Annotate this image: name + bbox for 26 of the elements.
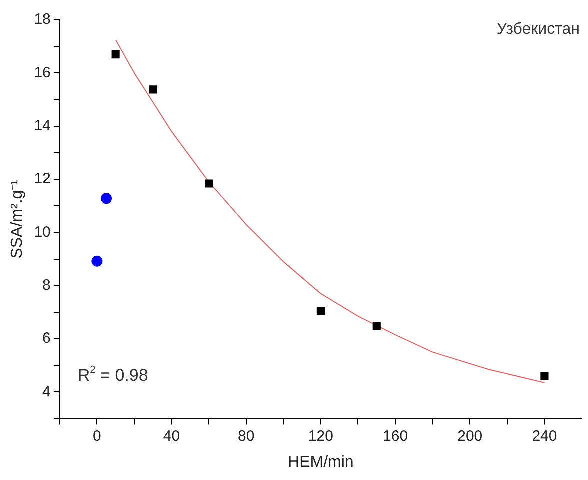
point	[205, 180, 214, 188]
y-tick-label: 18	[34, 11, 51, 28]
y-tick-label: 4	[42, 383, 51, 400]
x-tick-label: 200	[458, 428, 483, 445]
point	[316, 307, 325, 316]
y-axis-title: SSA/m².g⁻¹	[9, 180, 26, 259]
x-tick-label: 80	[238, 428, 255, 445]
x-tick-label: 160	[383, 428, 408, 445]
y-tick-label: 8	[42, 277, 51, 294]
x-tick-label: 40	[163, 428, 180, 445]
y-tick-label: 14	[34, 117, 51, 134]
y-tick-label: 10	[34, 224, 51, 241]
point	[92, 256, 103, 267]
point	[540, 372, 549, 380]
y-tick-label: 12	[34, 170, 51, 188]
x-tick-label: 240	[532, 428, 558, 445]
y-tick-label: 16	[34, 64, 51, 82]
point	[101, 193, 112, 204]
x-axis-title: HEM/min	[288, 454, 354, 471]
point	[149, 86, 158, 94]
y-tick-label: 6	[42, 330, 51, 348]
x-tick-label: 0	[93, 428, 102, 445]
point	[372, 322, 381, 330]
point	[112, 50, 120, 59]
x-tick-label: 120	[308, 428, 334, 445]
annotation: Узбекистан	[496, 21, 580, 38]
